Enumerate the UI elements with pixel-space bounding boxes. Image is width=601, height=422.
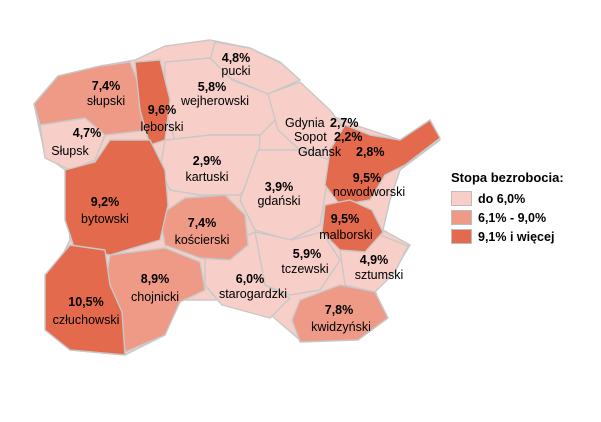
region-kwidzynski[interactable] [291,284,389,343]
pucki-name: pucki [221,64,250,78]
gdansk-value: 2,8% [356,145,385,159]
chojnicki-value: 8,9% [141,272,170,286]
legend-item-high: 9,1% i więcej [451,227,596,246]
region-nowodworski[interactable] [324,119,441,206]
sopot-name: Sopot [294,130,327,144]
sztumski-value: 4,9% [360,253,389,267]
nowodworski-value: 9,5% [353,171,382,185]
starogardzki-name: starogardzki [219,287,287,301]
kartuski-value: 2,9% [193,154,222,168]
leborski-value: 9,6% [148,103,177,117]
region-malborski[interactable] [321,199,384,253]
sopot-value: 2,2% [334,130,363,144]
koscierski-value: 7,4% [188,216,217,230]
gdanski-value: 3,9% [265,180,294,194]
legend-title: Stopa bezrobocia: [451,170,564,185]
kartuski-name: kartuski [185,170,228,184]
region-koscierski[interactable] [159,194,249,261]
malborski-value: 9,5% [331,212,360,226]
legend: Stopa bezrobocia: do 6,0% 6,1% - 9,0% 9,… [451,170,596,246]
tczewski-name: tczewski [281,262,328,276]
legend-label-low: do 6,0% [478,191,526,206]
bytowski-value: 9,2% [91,195,120,209]
bytowski-name: bytowski [81,212,129,226]
wejherowski-name: wejherowski [180,94,249,108]
slupsk-value: 4,7% [73,126,102,140]
region-bytowski[interactable] [64,139,169,256]
gdynia-name: Gdynia [285,116,325,130]
region-gdanski[interactable] [239,149,331,241]
legend-swatch-mid [451,210,472,225]
region-labels: 7,4% słupski 4,7% Słupsk 9,6% lęborski 4… [51,51,405,334]
slupski-name: słupski [87,94,125,108]
kwidzynski-name: kwidzyński [311,320,371,334]
starogardzki-value: 6,0% [236,272,265,286]
czluchowski-name: człuchowski [53,313,120,327]
gdanski-name: gdański [257,194,300,208]
legend-item-low: do 6,0% [451,189,596,208]
gdynia-value: 2,7% [330,116,359,130]
nowodworski-name: nowodworski [333,185,405,199]
malborski-name: malborski [319,228,373,242]
legend-label-mid: 6,1% - 9,0% [478,210,547,225]
wejherowski-value: 5,8% [198,80,227,94]
gdansk-name: Gdańsk [298,145,342,159]
sztumski-name: sztumski [355,268,404,282]
legend-item-mid: 6,1% - 9,0% [451,208,596,227]
legend-swatch-high [451,229,472,244]
legend-label-high: 9,1% i więcej [478,229,555,244]
czluchowski-value: 10,5% [68,295,103,309]
slupsk-name: Słupsk [51,144,89,158]
region-czluchowski[interactable] [44,244,126,356]
pucki-value: 4,8% [222,51,251,65]
legend-swatch-low [451,191,472,206]
tczewski-value: 5,9% [293,247,322,261]
region-leborski[interactable] [134,59,171,146]
koscierski-name: kościerski [175,233,230,247]
chojnicki-name: chojnicki [131,290,179,304]
leborski-name: lęborski [140,120,183,134]
kwidzynski-value: 7,8% [325,303,354,317]
region-wejherowski[interactable] [164,57,281,141]
slupski-value: 7,4% [92,79,121,93]
